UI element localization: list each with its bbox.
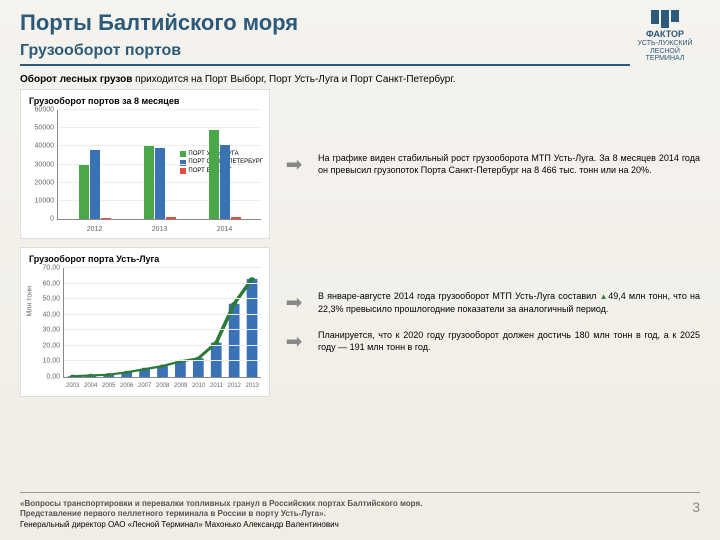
arrow-icon: ➡	[280, 329, 308, 354]
page-main-title: Порты Балтийского моря	[20, 10, 630, 36]
chart2-title: Грузооборот порта Усть-Луга	[29, 254, 261, 264]
text-stack-chart2: ➡ В январе-августе 2014 года грузооборот…	[280, 290, 700, 354]
logo-subtext: УСТЬ-ЛУЖСКИЙ ЛЕСНОЙ ТЕРМИНАЛ	[630, 40, 700, 63]
chart-ports-8months: Грузооборот портов за 8 месяцев ПОРТ УСТ…	[20, 89, 270, 239]
chart2-xlabels: 2003200420052006200720082009201020112012…	[64, 383, 261, 389]
footer-text: «Вопросы транспортировки и перевалки топ…	[20, 499, 422, 530]
title-block: Порты Балтийского моря Грузооборот порто…	[20, 10, 630, 66]
arrow-icon: ➡	[280, 152, 308, 177]
row-chart2: Грузооборот порта Усть-Луга Млн тонн 200…	[20, 247, 700, 397]
page-number: 3	[692, 499, 700, 515]
page-sub-title: Грузооборот портов	[20, 42, 630, 66]
content-area: Грузооборот портов за 8 месяцев ПОРТ УСТ…	[0, 89, 720, 397]
chart1-plot: ПОРТ УСТЬ-ЛУГАПОРТ САНКТ-ПЕТЕРБУРГПОРТ В…	[57, 110, 261, 220]
logo-icon	[630, 10, 700, 28]
header: Порты Балтийского моря Грузооборот порто…	[0, 0, 720, 66]
arrow-icon: ➡	[280, 290, 308, 315]
footer: «Вопросы транспортировки и перевалки топ…	[20, 492, 700, 530]
footer-line2: Представление первого пеллетного термина…	[20, 509, 422, 519]
row-chart1: Грузооборот портов за 8 месяцев ПОРТ УСТ…	[20, 89, 700, 239]
intro-text: Оборот лесных грузов приходится на Порт …	[0, 66, 720, 89]
footer-line3: Генеральный директор ОАО «Лесной Термина…	[20, 520, 422, 530]
chart2-ylabel: Млн тонн	[27, 286, 34, 316]
intro-bold: Оборот лесных грузов	[20, 74, 132, 85]
chart1-title: Грузооборот портов за 8 месяцев	[29, 96, 261, 106]
chart-ustluga: Грузооборот порта Усть-Луга Млн тонн 200…	[20, 247, 270, 397]
chart2-plot: Млн тонн 2003200420052006200720082009201…	[63, 268, 261, 378]
footer-line1: «Вопросы транспортировки и перевалки топ…	[20, 499, 422, 509]
text-chart2-desc-b: Планируется, что к 2020 году грузооборот…	[318, 329, 700, 353]
logo-brand: ФАКТОР	[630, 30, 700, 40]
logo: ФАКТОР УСТЬ-ЛУЖСКИЙ ЛЕСНОЙ ТЕРМИНАЛ	[630, 10, 700, 63]
intro-rest: приходится на Порт Выборг, Порт Усть-Луг…	[132, 74, 455, 85]
text-chart1-desc: На графике виден стабильный рост грузооб…	[318, 152, 700, 176]
text-chart2-desc-a: В январе-августе 2014 года грузооборот М…	[318, 290, 700, 315]
